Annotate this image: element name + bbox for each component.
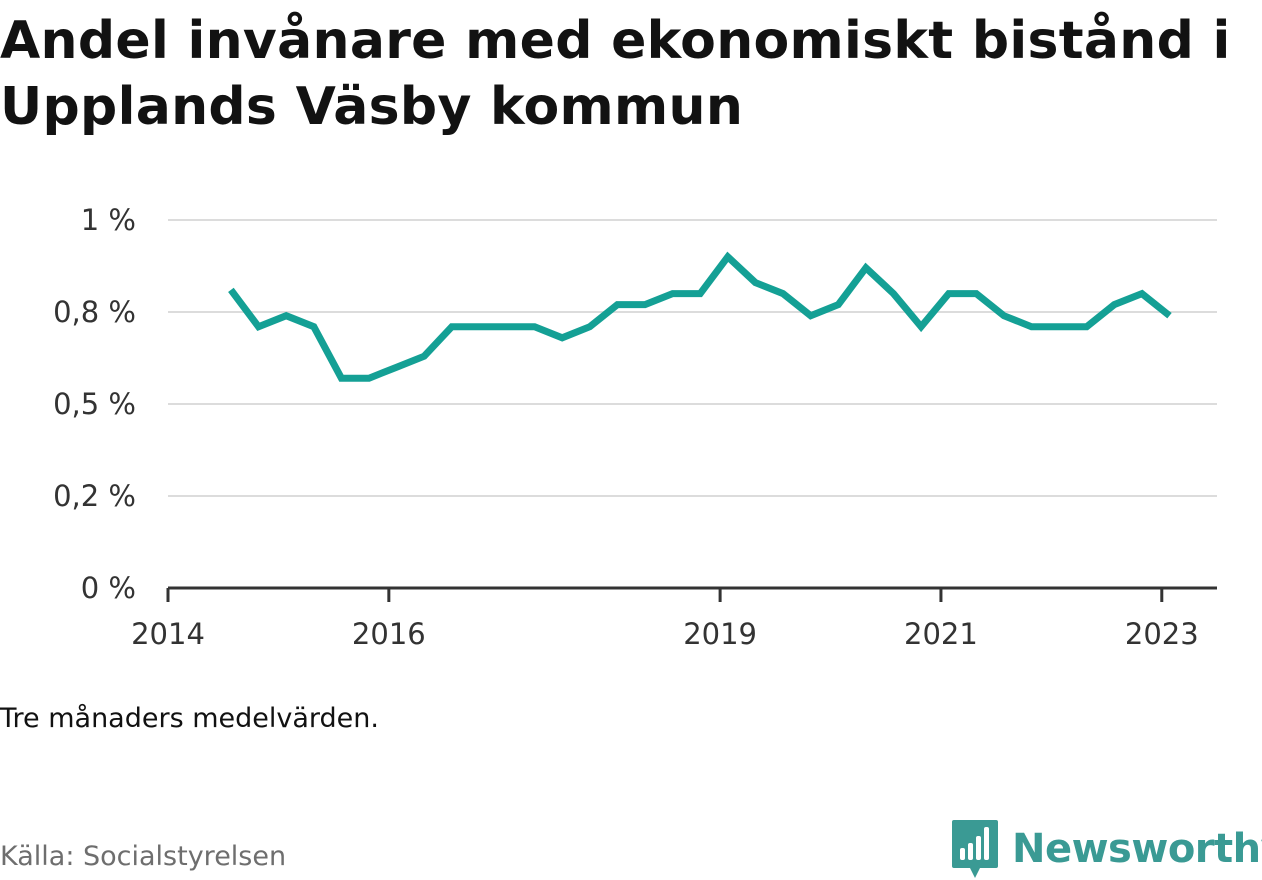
x-tick-label: 2019	[683, 617, 757, 651]
series-line	[228, 251, 1172, 382]
x-axis-ticks: 2014 2016 2019 2021 2023	[131, 588, 1199, 651]
x-tick-label: 2021	[904, 617, 978, 651]
source-text: Källa: Socialstyrelsen	[0, 841, 287, 872]
line-chart: 0 %0,2 %0,5 %0,8 %1 % 2014 2016 2019 2021 20…	[53, 203, 1217, 651]
x-tick-label: 2016	[352, 617, 426, 651]
y-tick-label: 0,5 %	[53, 387, 136, 421]
y-tick-label: 0,8 %	[53, 295, 136, 329]
brand-logo: Newsworthy	[950, 818, 1262, 880]
y-tick-label: 0 %	[81, 571, 136, 605]
brand-name: Newsworthy	[1012, 826, 1262, 872]
y-tick-label: 0,2 %	[53, 479, 136, 513]
grid-lines	[168, 219, 1217, 497]
y-axis-labels: 0 % 0,2 % 0,5 % 0,8 % 1 %	[53, 203, 136, 605]
chart-title: Andel invånare med ekonomiskt bistånd i …	[0, 11, 1231, 137]
newsworthy-logo-icon	[952, 820, 998, 878]
y-tick-label: 1 %	[81, 203, 136, 237]
chart-note: Tre månaders medelvärden.	[0, 703, 379, 734]
x-tick-label: 2014	[131, 617, 205, 651]
x-tick-label: 2023	[1125, 617, 1199, 651]
